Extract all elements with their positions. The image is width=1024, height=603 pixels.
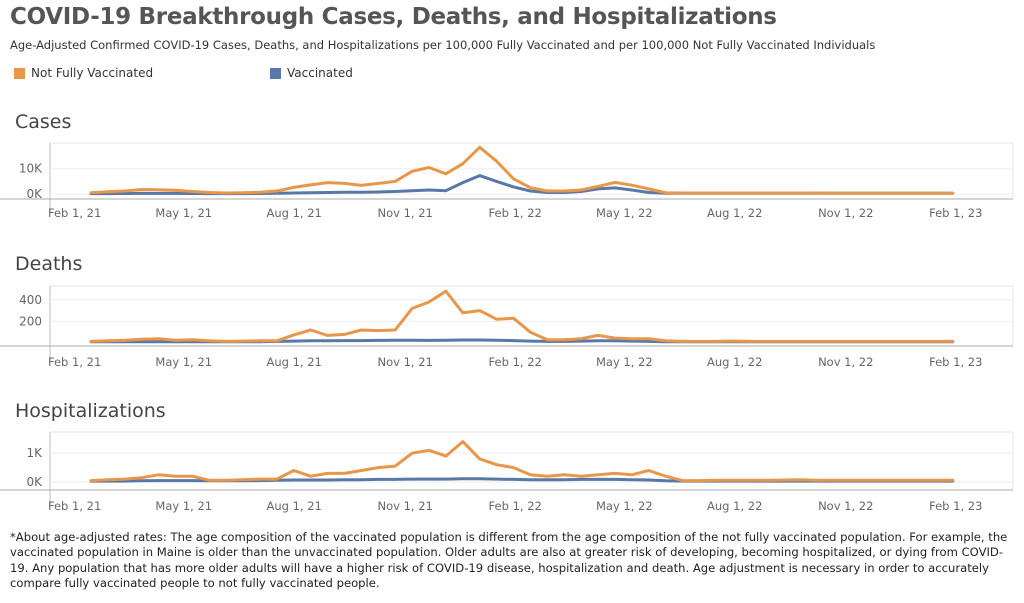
x-tick-label: Feb 1, 23: [929, 355, 982, 369]
panel-title: Cases: [15, 111, 71, 133]
x-tick-label: Aug 1, 22: [707, 206, 762, 220]
x-tick-label: May 1, 21: [155, 499, 212, 513]
legend-swatch-blue: [270, 67, 281, 79]
legend-item-not-fully-vaccinated[interactable]: Not Fully Vaccinated: [14, 66, 153, 80]
x-tick-label: May 1, 22: [596, 499, 653, 513]
x-tick-label: Nov 1, 22: [818, 206, 873, 220]
y-tick-label: 10K: [19, 162, 43, 176]
panel-title: Deaths: [15, 253, 82, 275]
x-tick-label: Feb 1, 21: [48, 206, 101, 220]
y-tick-label: 1K: [26, 446, 43, 460]
x-tick-label: Nov 1, 21: [378, 499, 433, 513]
x-tick-label: Aug 1, 22: [707, 499, 762, 513]
x-tick-label: Feb 1, 21: [48, 499, 101, 513]
x-tick-label: Nov 1, 22: [818, 499, 873, 513]
series-line-not-fully-vaccinated: [89, 145, 955, 195]
legend-swatch-orange: [14, 67, 25, 79]
series-line-not-fully-vaccinated: [89, 440, 955, 483]
legend-item-vaccinated[interactable]: Vaccinated: [270, 66, 353, 80]
y-tick-label: 0K: [26, 187, 43, 201]
x-tick-label: May 1, 21: [155, 355, 212, 369]
footnote: *About age-adjusted rates: The age compo…: [10, 530, 1008, 591]
y-tick-label: 400: [19, 293, 42, 307]
x-tick-label: Nov 1, 22: [818, 355, 873, 369]
x-tick-label: Feb 1, 23: [929, 499, 982, 513]
x-tick-label: Nov 1, 21: [378, 355, 433, 369]
x-tick-label: Aug 1, 21: [266, 206, 321, 220]
x-tick-label: Feb 1, 22: [489, 206, 542, 220]
legend-label: Not Fully Vaccinated: [31, 66, 154, 80]
series-line-not-fully-vaccinated: [89, 289, 955, 343]
x-tick-label: May 1, 22: [596, 355, 653, 369]
page-subtitle: Age-Adjusted Confirmed COVID-19 Cases, D…: [10, 38, 876, 52]
x-tick-label: Feb 1, 22: [489, 499, 542, 513]
x-tick-label: Feb 1, 21: [48, 355, 101, 369]
x-tick-label: Feb 1, 23: [929, 206, 982, 220]
x-tick-label: Aug 1, 21: [266, 499, 321, 513]
x-tick-label: Feb 1, 22: [489, 355, 542, 369]
panel-title: Hospitalizations: [15, 400, 166, 422]
page-title: COVID-19 Breakthrough Cases, Deaths, and…: [10, 4, 777, 30]
x-tick-label: May 1, 21: [155, 206, 212, 220]
y-tick-label: 200: [19, 314, 42, 328]
x-tick-label: Aug 1, 21: [266, 355, 321, 369]
x-tick-label: Nov 1, 21: [378, 206, 433, 220]
legend-label: Vaccinated: [287, 66, 353, 80]
y-tick-label: 0K: [26, 475, 43, 489]
x-tick-label: May 1, 22: [596, 206, 653, 220]
x-tick-label: Aug 1, 22: [707, 355, 762, 369]
